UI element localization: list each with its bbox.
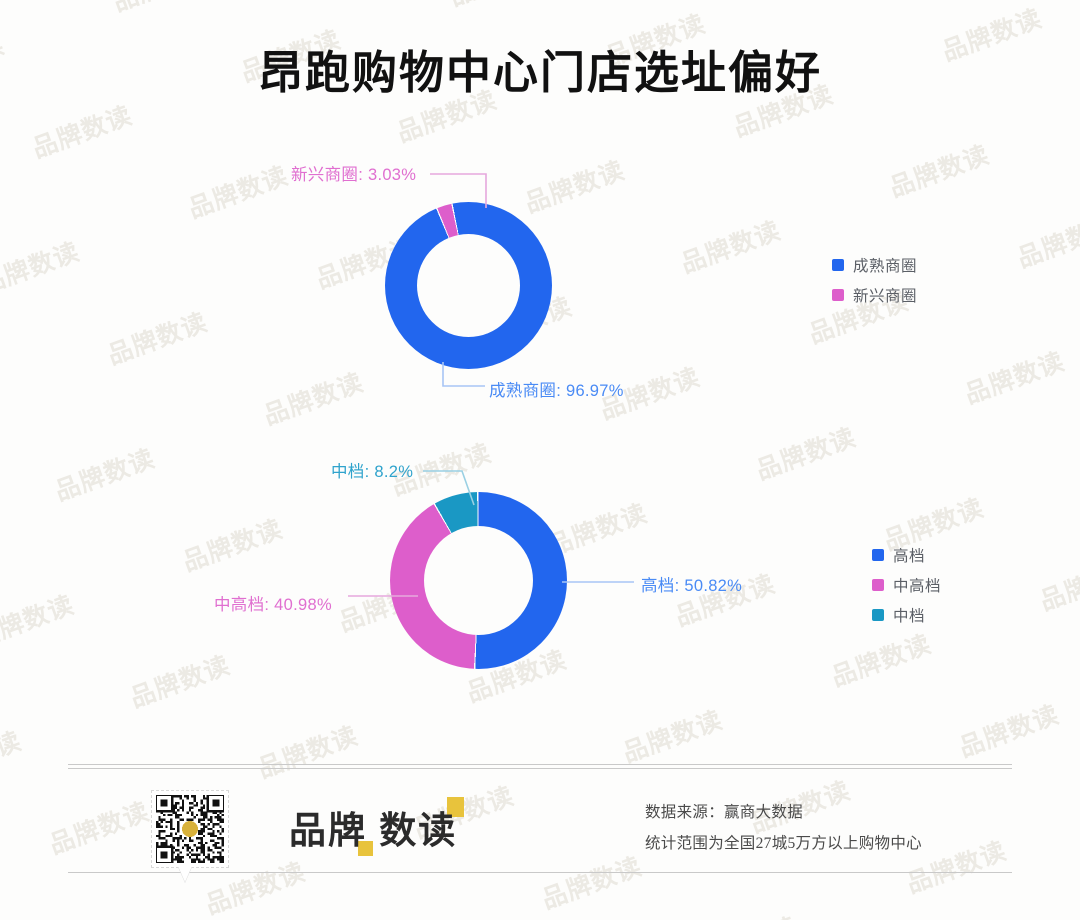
- chart-business-district: 新兴商圈: 3.03% 成熟商圈: 96.97% 成熟商圈 新兴商圈: [0, 0, 1080, 430]
- qr-code[interactable]: [151, 790, 229, 868]
- footer-divider-bottom: [68, 872, 1012, 873]
- legend-label: 高档: [893, 548, 926, 565]
- footer-divider-top: [68, 764, 1012, 769]
- leader-line-high: [562, 581, 634, 583]
- legend-swatch-icon: [872, 609, 884, 621]
- logo-char: 牌: [328, 800, 373, 856]
- logo-char: 品: [289, 810, 328, 851]
- donut-hole: [424, 526, 533, 635]
- pie-label-emerging: 新兴商圈: 3.03%: [291, 166, 417, 184]
- pie-label-midhigh: 中高档: 40.98%: [214, 596, 332, 614]
- logo-char: 数: [379, 810, 419, 851]
- leader-line-mature: [442, 362, 485, 387]
- logo-char: 读: [418, 797, 465, 854]
- brand-logo: 品牌 数读: [289, 797, 465, 856]
- pie-label-mature: 成熟商圈: 96.97%: [489, 382, 624, 400]
- leader-line-mid: [423, 470, 475, 506]
- legend-business-district: 成熟商圈 新兴商圈: [832, 252, 917, 312]
- qr-bubble-tail-icon: [178, 866, 192, 882]
- legend-grade: 高档 中高档 中档: [872, 542, 941, 632]
- legend-label: 成熟商圈: [853, 258, 918, 275]
- legend-label: 新兴商圈: [853, 288, 918, 305]
- leader-line-midhigh: [348, 595, 418, 597]
- watermark-text: 品牌数读: [692, 907, 802, 920]
- legend-label: 中档: [893, 608, 926, 625]
- legend-swatch-icon: [872, 579, 884, 591]
- page-title: 昂跑购物中心门店选址偏好: [257, 48, 822, 98]
- watermark-text: 品牌数读: [45, 797, 154, 860]
- legend-item-mature[interactable]: 成熟商圈: [832, 252, 917, 278]
- legend-swatch-icon: [872, 549, 884, 561]
- qr-code-image: [154, 793, 226, 865]
- legend-item-midhigh[interactable]: 中高档: [872, 572, 941, 598]
- legend-swatch-icon: [832, 289, 844, 301]
- legend-label: 中高档: [893, 578, 942, 595]
- source-line: 数据来源：赢商大数据: [645, 804, 804, 821]
- watermark-text: 品牌数读: [538, 852, 646, 915]
- legend-item-emerging[interactable]: 新兴商圈: [832, 282, 917, 308]
- leader-line-emerging: [430, 173, 487, 208]
- legend-swatch-icon: [832, 259, 844, 271]
- pie-label-high: 高档: 50.82%: [641, 577, 743, 595]
- scope-line: 统计范围为全国27城5万方以上购物中心: [645, 835, 922, 852]
- legend-item-mid[interactable]: 中档: [872, 602, 941, 628]
- source-note: 数据来源：赢商大数据 统计范围为全国27城5万方以上购物中心: [645, 797, 922, 859]
- chart-grade: 中档: 8.2% 高档: 50.82% 中高档: 40.98% 高档 中高档 中…: [214, 463, 941, 669]
- watermark-text: 品牌数读: [1029, 902, 1080, 920]
- legend-item-high[interactable]: 高档: [872, 542, 941, 568]
- pie-label-mid: 中档: 8.2%: [331, 463, 414, 481]
- donut-hole: [417, 234, 520, 337]
